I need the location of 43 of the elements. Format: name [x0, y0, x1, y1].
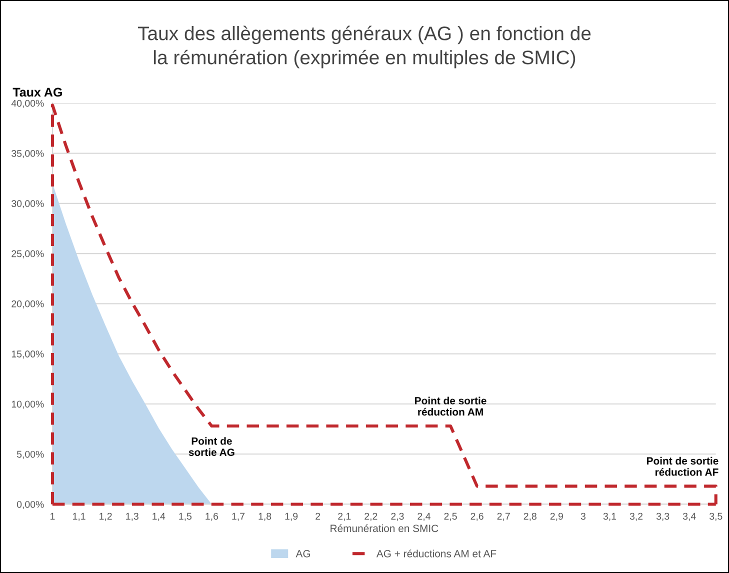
y-tick-label: 25,00% [12, 250, 44, 258]
x-tick-label: 2,6 [470, 512, 484, 521]
x-tick-label: 3 [580, 512, 586, 520]
x-tick-label: 2,2 [364, 512, 378, 521]
x-tick-label: 2,8 [524, 512, 536, 521]
annotation: Point de sortie réduction AF [647, 456, 718, 476]
y-tick-label: 15,00% [12, 350, 44, 359]
x-axis-title: Rémunération en SMIC [330, 524, 438, 532]
y-tick-label: 35,00% [12, 150, 44, 158]
y-tick-label: 10,00% [12, 400, 44, 409]
x-tick-label: 2,3 [391, 512, 404, 521]
x-tick-label: 1,8 [258, 512, 272, 521]
x-tick-label: 1,9 [285, 512, 298, 521]
x-tick-label: 1 [50, 512, 55, 520]
x-tick-label: 1,3 [126, 512, 138, 521]
chart-title: Taux des allègements généraux (AG ) en fonction de la rémunération (exprimée en multiples de SMIC) [138, 26, 591, 68]
x-tick-label: 3,5 [709, 512, 722, 521]
x-tick-label: 2,5 [444, 512, 457, 521]
x-tick-label: 2,7 [497, 512, 510, 521]
annotation: Point de sortie réduction AM [415, 396, 486, 416]
legend-label: AG [296, 550, 310, 558]
x-tick-label: 3,2 [630, 512, 643, 521]
x-tick-label: 1,2 [100, 512, 112, 521]
x-tick-label: 2,1 [338, 512, 351, 521]
x-tick-label: 2 [316, 512, 320, 520]
legend-label: AG + réductions AM et AF [376, 550, 496, 558]
x-tick-label: 1,6 [206, 512, 218, 521]
y-axis-title: Taux AG [12, 88, 62, 97]
x-tick-label: 3,1 [603, 512, 616, 521]
x-tick-label: 1,1 [73, 512, 86, 521]
x-tick-label: 2,9 [550, 512, 563, 521]
x-tick-label: 2,4 [418, 512, 430, 521]
y-tick-label: 5,00% [16, 450, 44, 459]
y-tick-label: 30,00% [12, 200, 44, 208]
x-tick-label: 1,4 [152, 512, 166, 521]
x-tick-label: 3,4 [682, 512, 696, 521]
x-tick-label: 1,5 [179, 512, 192, 521]
y-tick-label: 20,00% [12, 300, 44, 308]
x-tick-label: 3,3 [656, 512, 670, 521]
y-tick-label: 40,00% [11, 100, 44, 108]
x-tick-label: 1,7 [232, 512, 245, 521]
y-tick-label: 0,00% [16, 500, 44, 510]
annotation: Point de sortie AG [188, 437, 234, 456]
